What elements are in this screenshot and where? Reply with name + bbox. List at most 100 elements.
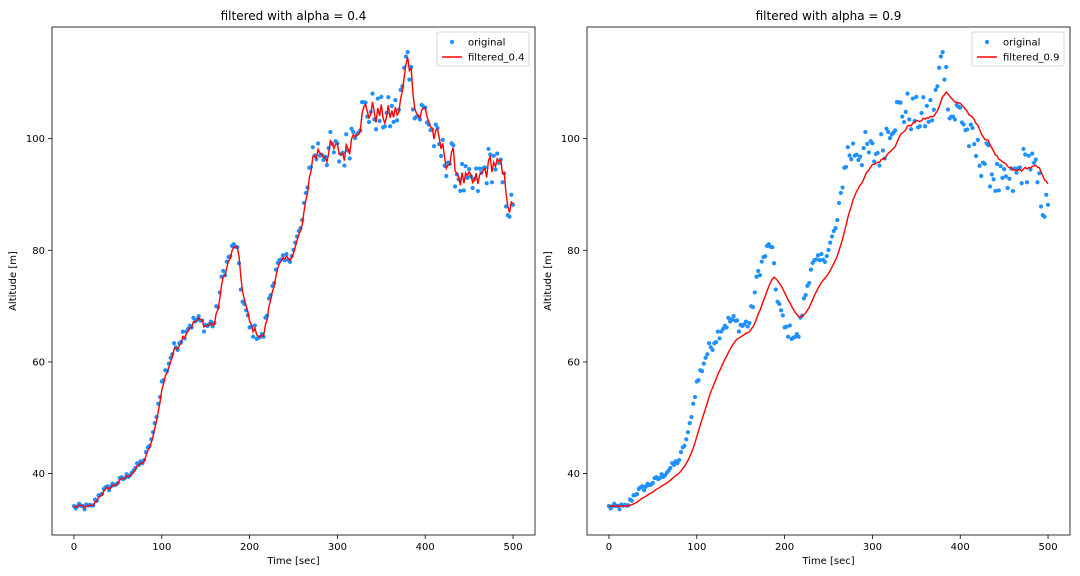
data-point [344, 132, 349, 137]
data-point [191, 315, 196, 321]
legend-label-original: original [1003, 38, 1040, 49]
data-point [879, 132, 884, 137]
data-point [650, 480, 655, 485]
x-tick-label: 300 [863, 542, 882, 553]
data-point [835, 218, 840, 223]
data-point [1014, 170, 1019, 175]
data-point [968, 122, 973, 127]
data-point [463, 164, 468, 169]
legend-marker-original [984, 39, 990, 45]
data-point [687, 421, 692, 426]
data-point [682, 443, 687, 448]
chart-panel-2: filtered with alpha = 0.9 0 100 200 300 400 50… [543, 9, 1071, 567]
data-point [351, 129, 356, 135]
data-point [444, 173, 449, 179]
data-point [843, 164, 849, 170]
data-point [1033, 157, 1038, 162]
series-filtered-line [73, 57, 514, 509]
data-point [771, 261, 777, 266]
data-point [877, 163, 882, 168]
data-point [849, 157, 854, 162]
data-point [1030, 151, 1035, 156]
data-point [801, 296, 807, 301]
series-original [71, 50, 516, 512]
data-point [743, 319, 749, 324]
y-tick-label: 40 [32, 469, 45, 480]
data-point [886, 129, 891, 135]
data-point [979, 173, 984, 179]
data-point [845, 145, 850, 150]
data-point [724, 325, 729, 330]
data-point [796, 334, 801, 339]
data-point [784, 324, 789, 329]
data-point [926, 119, 931, 125]
data-point [391, 119, 396, 125]
data-point [491, 153, 496, 158]
data-point [870, 141, 875, 146]
data-point [324, 163, 329, 168]
data-point [930, 118, 935, 123]
data-point [388, 124, 393, 129]
data-point [699, 368, 705, 374]
data-point [898, 100, 903, 105]
axes-frame [51, 26, 536, 536]
y-tick-label: 60 [567, 357, 580, 368]
x-tick-label: 100 [152, 542, 171, 553]
data-point [977, 163, 982, 168]
data-point [1037, 171, 1042, 176]
data-point [822, 259, 828, 265]
data-point [395, 118, 400, 123]
data-point [817, 258, 822, 263]
data-point [266, 296, 272, 301]
data-point [393, 98, 398, 103]
data-point [710, 347, 715, 352]
data-point [691, 401, 696, 406]
data-point [928, 98, 933, 103]
data-point [759, 259, 764, 264]
data-point [996, 188, 1001, 193]
chart-title: filtered with alpha = 0.4 [221, 9, 367, 23]
data-point [398, 87, 403, 92]
y-tick-label: 100 [561, 134, 580, 145]
data-point [803, 293, 808, 298]
data-point [854, 152, 859, 157]
data-point [375, 96, 380, 101]
data-point [944, 64, 949, 70]
data-point [284, 251, 289, 257]
chart-panel-1: filtered with alpha = 0.4 0 100 200 300 400 50… [8, 9, 536, 567]
data-point [475, 188, 481, 194]
data-point [495, 151, 500, 156]
data-point [814, 257, 819, 262]
data-point [310, 145, 315, 150]
data-point [787, 323, 792, 328]
data-point [684, 437, 689, 442]
data-point [1023, 152, 1028, 157]
data-point [908, 127, 914, 132]
data-point [342, 163, 347, 168]
data-point [1019, 181, 1024, 186]
data-point [824, 253, 829, 259]
data-point [671, 462, 677, 467]
data-point [458, 188, 463, 194]
data-point [386, 95, 391, 100]
data-point [409, 64, 414, 70]
x-tick-label: 500 [503, 542, 522, 553]
data-point [1038, 204, 1044, 209]
data-point [945, 107, 951, 112]
y-tick-label: 80 [567, 246, 580, 257]
data-point [850, 141, 856, 146]
data-point [352, 136, 358, 141]
data-point [754, 274, 759, 279]
data-point [106, 488, 112, 493]
data-point [180, 329, 185, 334]
data-point [509, 192, 514, 197]
data-point [678, 450, 684, 455]
data-point [507, 214, 512, 219]
data-point [640, 484, 645, 489]
y-axis-label: Altitude [m] [543, 251, 554, 311]
data-point [923, 124, 928, 129]
data-point [465, 175, 470, 181]
legend-label-filtered: filtered_0.9 [1003, 53, 1059, 64]
data-point [859, 163, 864, 168]
data-point [328, 129, 333, 135]
